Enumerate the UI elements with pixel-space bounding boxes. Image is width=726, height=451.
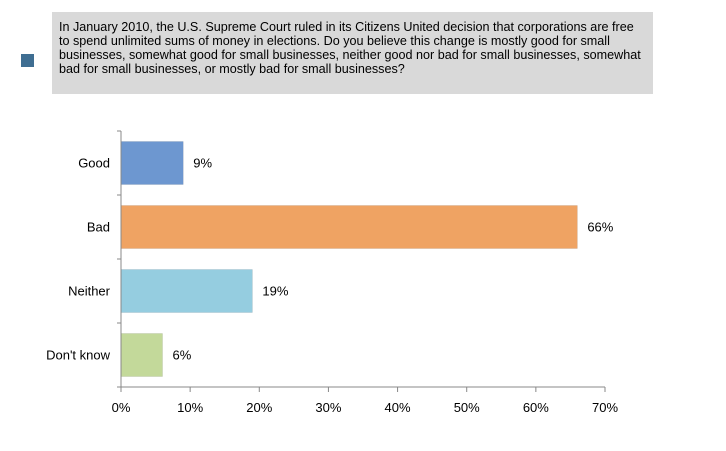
bar-good (120, 141, 184, 185)
x-tick-label: 20% (246, 400, 272, 415)
bar-don-t-know (120, 333, 163, 377)
bar-bad (120, 205, 578, 249)
category-label-neither: Neither (68, 284, 111, 299)
data-label-good: 9% (193, 156, 212, 171)
x-tick-label: 30% (315, 400, 341, 415)
data-label-bad: 66% (587, 220, 613, 235)
x-tick-label: 70% (592, 400, 618, 415)
x-tick-label: 0% (112, 400, 131, 415)
data-label-don-t-know: 6% (172, 348, 191, 363)
bar-neither (120, 269, 253, 313)
x-tick-label: 60% (523, 400, 549, 415)
legend-swatch (21, 54, 34, 67)
category-label-bad: Bad (87, 220, 110, 235)
x-tick-label: 50% (454, 400, 480, 415)
question-text: In January 2010, the U.S. Supreme Court … (52, 12, 653, 94)
data-label-neither: 19% (262, 284, 288, 299)
x-tick-label: 10% (177, 400, 203, 415)
category-label-good: Good (78, 156, 110, 171)
category-label-don-t-know: Don't know (46, 348, 111, 363)
x-tick-label: 40% (385, 400, 411, 415)
